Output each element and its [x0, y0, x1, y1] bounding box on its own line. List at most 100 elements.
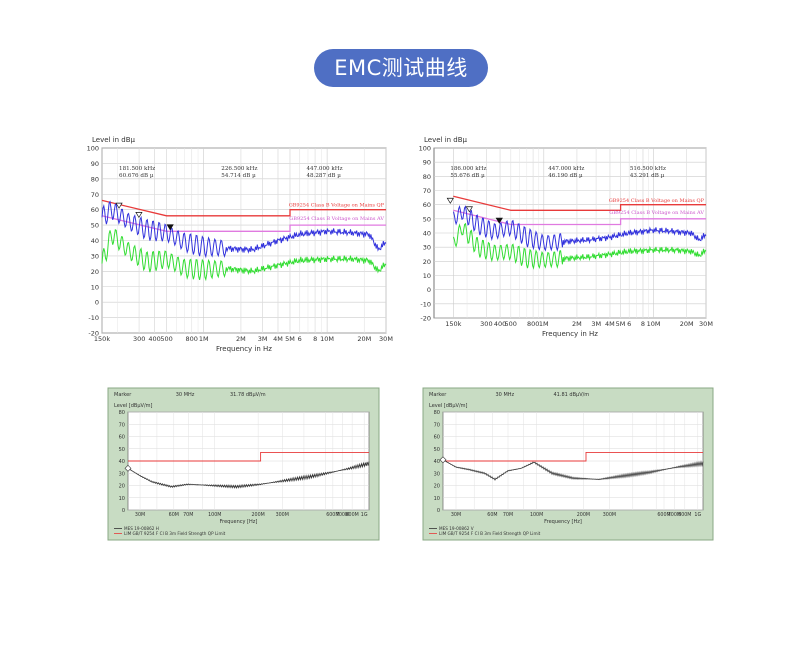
marker-freq: 447.000 kHz	[306, 166, 342, 172]
limit-line	[101, 199, 386, 217]
marker-triangle	[495, 217, 503, 224]
y-tick-label: 20	[423, 258, 431, 266]
y-tick-label: 100	[87, 145, 99, 153]
x-tick-label: 3M	[258, 335, 268, 343]
marker-diamond	[439, 456, 447, 464]
x-tick-label: 800M	[345, 512, 358, 518]
marker-triangle	[166, 224, 174, 231]
marker-freq: 186.000 kHz	[450, 166, 486, 172]
y-tick-label: 30	[119, 471, 125, 477]
y-tick-label: 10	[423, 272, 431, 280]
x-tick-label: 300	[480, 320, 492, 328]
y-axis-label: Level in dBµ	[92, 136, 136, 144]
limit-label: GB9254 Class B Voltage on Mains QP	[609, 198, 705, 204]
marker-level: 48.287 dB µ	[306, 173, 341, 179]
marker-freq: 226.500 kHz	[221, 166, 257, 172]
y-tick-label: 70	[119, 422, 125, 428]
y-tick-label: 20	[119, 484, 125, 490]
x-tick-label: 800	[527, 320, 539, 328]
x-tick-label: 30M	[699, 320, 713, 328]
y-axis-label: Level [dBµV/m]	[429, 403, 467, 409]
page-title: EMC测试曲线	[314, 49, 488, 87]
limit-line	[453, 209, 706, 226]
marker-frequency: 30 MHz	[176, 392, 195, 398]
x-tick-label: 6	[627, 320, 631, 328]
x-tick-label: 20M	[357, 335, 371, 343]
x-axis-label: Frequency in Hz	[216, 345, 272, 353]
y-tick-label: 60	[434, 435, 440, 441]
x-tick-label: 1G	[694, 512, 701, 518]
y-tick-label: 40	[434, 459, 440, 465]
y-tick-label: 60	[423, 201, 431, 209]
x-tick-label: 2M	[572, 320, 582, 328]
x-tick-label: 30M	[379, 335, 393, 343]
legend-entry: MES 19-00862 H	[124, 526, 159, 531]
y-tick-label: 60	[119, 435, 125, 441]
limit-line	[128, 451, 369, 462]
x-tick-label: 150k	[94, 335, 110, 343]
x-tick-label: 4M	[605, 320, 615, 328]
x-tick-label: 100M	[530, 512, 543, 518]
y-axis-label: Level [dBµV/m]	[114, 403, 152, 409]
y-tick-label: 70	[423, 187, 431, 195]
x-tick-label: 400	[148, 335, 160, 343]
y-tick-label: 30	[91, 252, 99, 260]
y-tick-label: -10	[420, 300, 431, 308]
x-tick-label: 150k	[445, 320, 461, 328]
x-tick-label: 700M	[336, 512, 349, 518]
y-axis-label: Level in dBµ	[424, 136, 468, 144]
x-tick-label: 4M	[273, 335, 283, 343]
measurement-trace	[442, 459, 704, 481]
x-axis-label: Frequency [Hz]	[544, 519, 582, 525]
x-tick-label: 60M	[487, 512, 497, 518]
y-tick-label: 80	[91, 175, 99, 183]
x-tick-label: 30M	[451, 512, 461, 518]
limit-line	[101, 215, 386, 232]
measurement-trace	[453, 204, 707, 252]
limit-label: GB9254 Class B Voltage on Mains AV	[289, 216, 384, 222]
marker-triangle	[446, 197, 454, 204]
marker-level: 55.676 dB µ	[450, 173, 485, 179]
marker-triangle	[115, 202, 123, 209]
x-tick-label: 70M	[183, 512, 193, 518]
x-tick-label: 8	[641, 320, 645, 328]
x-tick-label: 30M	[135, 512, 145, 518]
legend-entry: LIM GB/T 9254 F Cl B 3m Field Strength Q…	[439, 531, 541, 536]
y-tick-label: 100	[419, 145, 431, 153]
x-tick-label: 5M	[285, 335, 295, 343]
y-tick-label: 40	[423, 230, 431, 238]
y-tick-label: 60	[91, 206, 99, 214]
y-tick-label: 50	[91, 222, 99, 230]
y-tick-label: -20	[420, 315, 431, 323]
marker-level: 46.190 dB µ	[548, 173, 583, 179]
marker-triangle	[135, 212, 143, 219]
x-tick-label: 10M	[320, 335, 334, 343]
x-tick-label: 800M	[678, 512, 691, 518]
marker-diamond	[124, 464, 132, 472]
marker-level: 54.714 dB µ	[221, 173, 256, 179]
x-tick-label: 200M	[577, 512, 590, 518]
y-tick-label: -10	[88, 314, 99, 322]
marker-freq: 516.500 kHz	[630, 166, 666, 172]
x-tick-label: 300	[133, 335, 145, 343]
y-tick-label: 20	[91, 268, 99, 276]
y-tick-label: 80	[423, 173, 431, 181]
x-axis-label: Frequency in Hz	[542, 330, 598, 338]
marker-frequency: 30 MHz	[496, 392, 515, 398]
y-tick-label: 50	[119, 447, 125, 453]
y-tick-label: 0	[427, 286, 431, 294]
x-tick-label: 100M	[208, 512, 221, 518]
measurement-trace	[453, 222, 707, 270]
x-tick-label: 1G	[361, 512, 368, 518]
x-tick-label: 800	[186, 335, 198, 343]
y-tick-label: -20	[88, 330, 99, 338]
y-tick-label: 90	[423, 159, 431, 167]
x-tick-label: 300M	[276, 512, 289, 518]
x-tick-label: 10M	[647, 320, 661, 328]
y-tick-label: 70	[91, 191, 99, 199]
y-tick-label: 20	[434, 484, 440, 490]
